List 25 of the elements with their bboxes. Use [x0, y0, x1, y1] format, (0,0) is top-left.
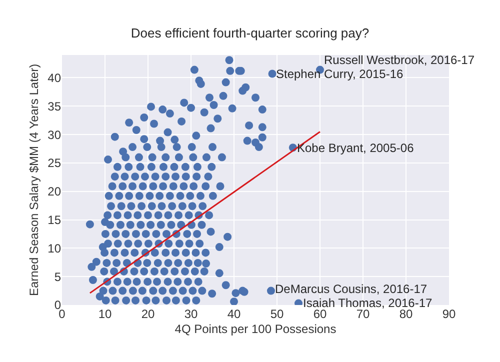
x-axis-title: 4Q Points per 100 Possesions: [174, 322, 336, 336]
x-tick-label: 50: [270, 307, 284, 321]
x-tick-label: 80: [399, 307, 413, 321]
annotation: Kobe Bryant, 2005-06: [297, 141, 414, 155]
y-tick-label: 15: [48, 212, 62, 227]
x-tick-label: 90: [442, 307, 456, 321]
y-tick-label: 35: [48, 99, 62, 114]
x-tick-label: 10: [98, 307, 112, 321]
annotation: Stephen Curry, 2015-16: [276, 67, 404, 81]
y-tick-label: 25: [48, 156, 62, 170]
x-tick-label: 20: [141, 307, 155, 321]
chart-title: Does efficient fourth-quarter scoring pay?: [130, 26, 370, 41]
x-tick-label: 40: [227, 307, 241, 321]
annotation: Russell Westbrook, 2016-17: [324, 53, 475, 67]
y-axis-title: Earned Season Salary $MM (4 Years Later): [26, 64, 41, 296]
y-tick-label: 30: [48, 128, 62, 142]
annotation: Isaiah Thomas, 2016-17: [303, 296, 433, 310]
y-tick-label: 20: [48, 184, 62, 199]
annotation: DeMarcus Cousins, 2016-17: [275, 282, 428, 296]
x-tick-label: 70: [356, 307, 370, 321]
y-tick-label: 5: [54, 270, 62, 284]
y-tick-label: 10: [48, 241, 62, 256]
x-tick-label: 60: [313, 307, 327, 321]
x-tick-label: 30: [184, 307, 198, 321]
y-tick-label: 40: [48, 70, 62, 85]
